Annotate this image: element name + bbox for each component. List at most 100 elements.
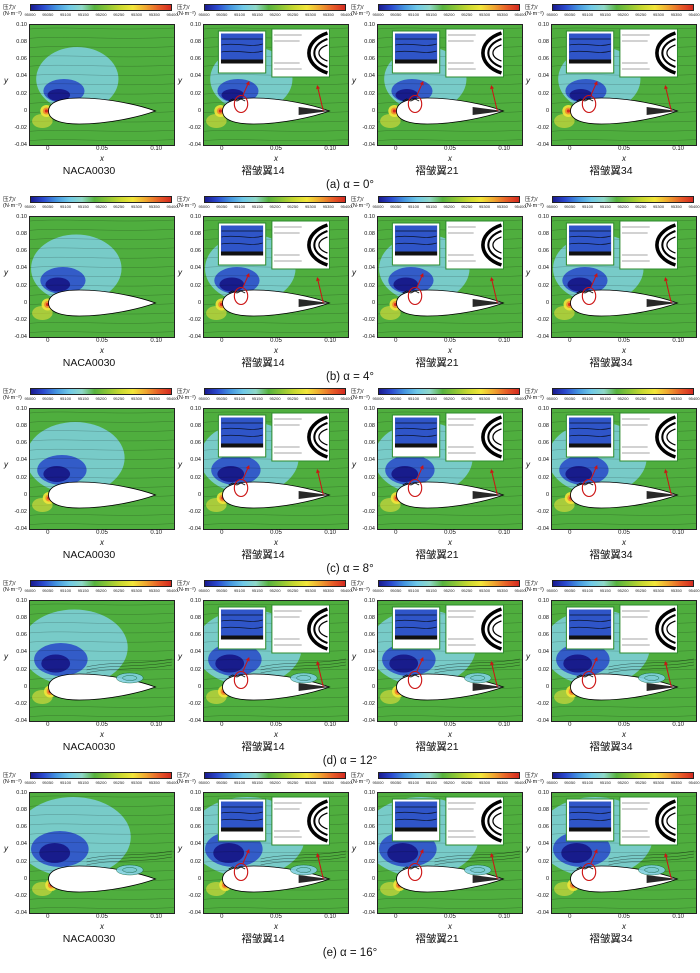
y-axis-tick: -0.02 — [536, 508, 549, 515]
colorbar-area: 压力/(N·m⁻²) 95000 95050 95100 95150 95200 95250… — [525, 388, 700, 408]
y-axis-tick: 0.04 — [190, 73, 201, 80]
figure-row-e: 压力/(N·m⁻²) 95000 95050 95100 95150 95200 95250… — [2, 772, 700, 946]
y-axis-tick: -0.04 — [14, 526, 27, 532]
colorbar-tick: 95150 — [77, 12, 89, 17]
colorbar-tick: 95100 — [407, 588, 420, 593]
x-axis-tick: 0.10 — [150, 722, 162, 728]
x-axis-tick: 0 — [394, 146, 398, 152]
colorbar-tick: 95300 — [652, 396, 665, 401]
y-axis-tick: 0.02 — [190, 858, 201, 865]
y-axis-tick: 0.02 — [364, 282, 375, 289]
colorbar: 95000 95050 95100 95150 95200 95250 95300 95350… — [546, 4, 700, 24]
figure-row-b: 压力/(N·m⁻²) 95000 95050 95100 95150 95200 95250… — [2, 196, 700, 370]
x-axis-label: x — [100, 346, 104, 355]
y-axis-tick: 0.08 — [190, 231, 201, 238]
colorbar-ticks: 95000 95050 95100 95150 95200 95250 95300 95350… — [372, 587, 525, 594]
x-axis-tick: 0 — [220, 146, 224, 152]
y-axis-tick: 0.10 — [364, 22, 375, 28]
y-axis-tick: 0.10 — [364, 214, 375, 220]
y-axis-tick: -0.02 — [14, 508, 27, 515]
colorbar-ticks: 95000 95050 95100 95150 95200 95250 95300 95350… — [24, 203, 177, 210]
colorbar: 95000 95050 95100 95150 95200 95250 95300 95350… — [24, 388, 178, 408]
y-axis-tick: 0 — [23, 107, 27, 114]
colorbar-tick: 95300 — [652, 204, 665, 209]
colorbar-tick: 95200 — [95, 780, 107, 785]
x-axis-tick: 0.10 — [498, 914, 510, 920]
y-axis-tick: 0.08 — [538, 807, 549, 814]
x-axis-ticks: 0 0.05 0.10 — [203, 914, 349, 922]
colorbar-tick: 95300 — [478, 588, 491, 593]
y-axis-tick: 0.04 — [364, 841, 375, 848]
x-axis-tick: 0.10 — [150, 914, 162, 920]
y-axis: y 0.10 0.08 0.06 0.04 0.02 0 -0.02 -0.04 — [177, 406, 203, 532]
colorbar-tick: 95100 — [59, 588, 72, 593]
contour-panel: 压力/(N·m⁻²) 95000 95050 95100 95150 95200 95250… — [350, 388, 526, 562]
flow-field-svg — [378, 793, 522, 913]
flow-field — [377, 216, 523, 338]
y-axis-tick: -0.04 — [536, 910, 549, 916]
y-axis-tick: -0.02 — [536, 316, 549, 323]
colorbar-tick: 95400 — [166, 396, 178, 401]
colorbar-tick: 95200 — [443, 588, 455, 593]
colorbar-tick: 95400 — [340, 204, 352, 209]
colorbar-tick: 95100 — [59, 12, 72, 17]
flow-field — [29, 408, 175, 530]
x-axis-label: x — [100, 730, 104, 739]
flow-field — [203, 792, 349, 914]
y-axis-tick: -0.04 — [536, 334, 549, 340]
colorbar-tick: 95200 — [95, 204, 107, 209]
colorbar-label-line2: (N·m⁻²) — [351, 395, 370, 402]
x-axis-tick: 0.10 — [324, 722, 336, 728]
y-axis-tick: 0.08 — [364, 423, 375, 430]
colorbar-tick: 95000 — [546, 396, 558, 401]
contour-panel: 压力/(N·m⁻²) 95000 95050 95100 95150 95200 95250… — [524, 196, 700, 370]
y-axis-label: y — [178, 76, 182, 85]
flow-field — [377, 792, 523, 914]
y-axis-label: y — [4, 76, 8, 85]
contour-panel: 压力/(N·m⁻²) 95000 95050 95100 95150 95200 95250… — [524, 4, 700, 178]
colorbar-tick: 95350 — [148, 588, 160, 593]
colorbar: 95000 95050 95100 95150 95200 95250 95300 95350… — [24, 4, 178, 24]
colorbar-tick: 95300 — [130, 12, 143, 17]
colorbar-tick: 95400 — [688, 204, 700, 209]
colorbar-tick: 95250 — [113, 12, 125, 17]
y-axis-tick: -0.02 — [188, 892, 201, 899]
panel-title: 褶皱翼14 — [241, 933, 285, 945]
row-caption: (c) α = 8° — [326, 563, 374, 575]
colorbar-tick: 95150 — [251, 12, 263, 17]
colorbar-area: 压力/(N·m⁻²) 95000 95050 95100 95150 95200 95250… — [525, 196, 700, 216]
y-axis: y 0.10 0.08 0.06 0.04 0.02 0 -0.02 -0.04 — [3, 790, 29, 916]
colorbar-gradient — [30, 388, 172, 395]
x-axis-tick: 0.10 — [498, 722, 510, 728]
y-axis-tick: 0.06 — [538, 440, 549, 447]
y-axis-tick: -0.04 — [188, 334, 201, 340]
y-axis-tick: 0.06 — [538, 248, 549, 255]
colorbar-gradient — [30, 196, 172, 203]
x-axis-tick: 0 — [394, 338, 398, 344]
colorbar-tick: 95250 — [287, 588, 299, 593]
colorbar-tick: 95050 — [42, 12, 54, 17]
y-axis-tick: 0 — [197, 683, 201, 690]
y-axis-tick: -0.04 — [536, 142, 549, 148]
colorbar-label-line1: 压力/ — [525, 389, 538, 395]
colorbar-tick: 95100 — [59, 204, 72, 209]
y-axis: y 0.10 0.08 0.06 0.04 0.02 0 -0.02 -0.04 — [177, 598, 203, 724]
y-axis-tick: -0.04 — [362, 718, 375, 724]
colorbar-tick: 95000 — [24, 12, 36, 17]
y-axis-label: y — [178, 460, 182, 469]
y-axis-tick: 0.10 — [190, 22, 201, 28]
y-axis-tick: 0 — [545, 875, 549, 882]
flow-field-svg — [30, 217, 174, 337]
y-axis-tick: 0.04 — [16, 265, 27, 272]
flow-field-svg — [204, 793, 348, 913]
colorbar-label-line1: 压力/ — [177, 773, 190, 779]
x-axis-ticks: 0 0.05 0.10 — [203, 146, 349, 154]
colorbar-label: 压力/(N·m⁻²) — [3, 196, 30, 216]
y-axis-tick: 0.04 — [364, 457, 375, 464]
colorbar-tick: 95200 — [95, 396, 107, 401]
y-axis-tick: 0.06 — [364, 632, 375, 639]
colorbar-tick: 95100 — [581, 780, 594, 785]
panel-title: 褶皱翼14 — [241, 357, 285, 369]
colorbar-tick: 95000 — [546, 204, 558, 209]
y-axis-tick: 0.08 — [190, 423, 201, 430]
